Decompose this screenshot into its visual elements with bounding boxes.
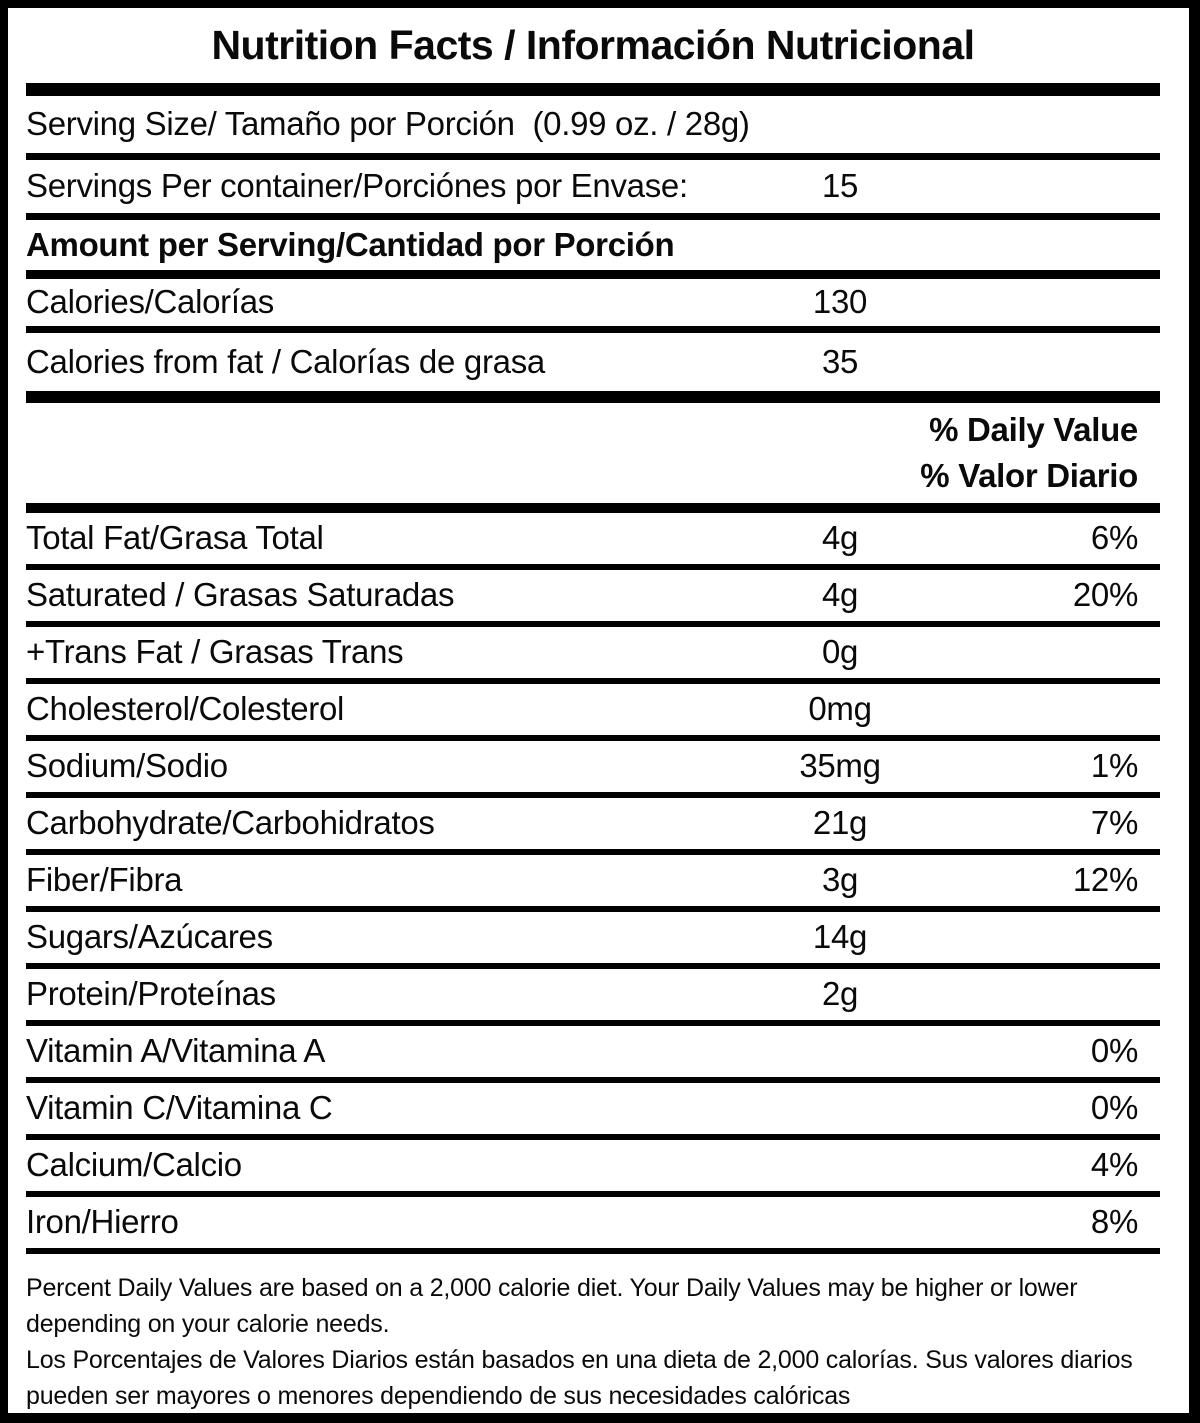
nutrient-label: Vitamin A/Vitamina A — [26, 1032, 326, 1070]
nutrient-daily-value: 7% — [1090, 804, 1138, 842]
nutrient-row-sugars: Sugars/Azúcares 14g — [26, 912, 1160, 969]
nutrient-row-vitamin-a: Vitamin A/Vitamina A 0% — [26, 1026, 1160, 1083]
nutrient-amount: 4g — [821, 576, 859, 614]
nutrient-label: Sugars/Azúcares — [26, 918, 273, 956]
nutrient-daily-value: 4% — [1090, 1146, 1138, 1184]
servings-per-container-label: Servings Per container/Porciónes por Env… — [26, 167, 688, 205]
nutrient-amount: 14g — [812, 918, 868, 956]
nutrient-label: Protein/Proteínas — [26, 975, 276, 1013]
nutrient-row-saturated-fat: Saturated / Grasas Saturadas 4g 20% — [26, 570, 1160, 627]
footnote-spanish: Los Porcentajes de Valores Diarios están… — [26, 1346, 1133, 1410]
nutrient-daily-value: 6% — [1090, 519, 1138, 557]
amount-per-serving-label: Amount per Serving/Cantidad por Porción — [26, 225, 675, 263]
nutrient-row-protein: Protein/Proteínas 2g — [26, 969, 1160, 1026]
nutrient-amount: 0g — [821, 633, 859, 671]
nutrient-row-calcium: Calcium/Calcio 4% — [26, 1140, 1160, 1197]
nutrient-amount: 4g — [821, 519, 859, 557]
nutrient-label: Saturated / Grasas Saturadas — [26, 576, 455, 614]
nutrient-row-vitamin-c: Vitamin C/Vitamina C 0% — [26, 1083, 1160, 1140]
nutrient-label: +Trans Fat / Grasas Trans — [26, 633, 404, 671]
nutrient-daily-value: 1% — [1090, 747, 1138, 785]
calories-value: 130 — [812, 283, 868, 321]
serving-size-text: Serving Size/ Tamaño por Porción (0.99 o… — [26, 105, 750, 143]
nutrient-label: Total Fat/Grasa Total — [26, 519, 324, 557]
daily-value-header-english: % Daily Value — [929, 411, 1138, 448]
servings-per-container-row: Servings Per container/Porciónes por Env… — [26, 160, 1160, 220]
nutrient-row-carbohydrate: Carbohydrate/Carbohidratos 21g 7% — [26, 798, 1160, 855]
nutrient-daily-value: 12% — [1072, 861, 1138, 899]
nutrient-daily-value: 8% — [1090, 1203, 1138, 1241]
daily-value-header-spanish: % Valor Diario — [920, 457, 1138, 494]
calories-from-fat-row: Calories from fat / Calorías de grasa 35 — [26, 333, 1160, 403]
nutrient-label: Iron/Hierro — [26, 1203, 179, 1241]
calories-from-fat-value: 35 — [821, 342, 859, 380]
nutrient-amount: 35mg — [799, 747, 881, 785]
nutrient-amount: 21g — [812, 804, 868, 842]
servings-per-container-value: 15 — [821, 167, 859, 205]
nutrient-amount: 3g — [821, 861, 859, 899]
nutrient-row-sodium: Sodium/Sodio 35mg 1% — [26, 741, 1160, 798]
serving-size-row: Serving Size/ Tamaño por Porción (0.99 o… — [26, 96, 1160, 160]
nutrient-daily-value: 0% — [1090, 1089, 1138, 1127]
title-divider-bar — [26, 83, 1160, 96]
nutrient-row-fiber: Fiber/Fibra 3g 12% — [26, 855, 1160, 912]
nutrient-label: Vitamin C/Vitamina C — [26, 1089, 333, 1127]
calories-row: Calories/Calorías 130 — [26, 279, 1160, 333]
calories-from-fat-label: Calories from fat / Calorías de grasa — [26, 342, 545, 380]
nutrient-row-trans-fat: +Trans Fat / Grasas Trans 0g — [26, 627, 1160, 684]
footnote-english: Percent Daily Values are based on a 2,00… — [26, 1274, 1078, 1338]
footnote: Percent Daily Values are based on a 2,00… — [26, 1254, 1160, 1413]
nutrient-row-cholesterol: Cholesterol/Colesterol 0mg — [26, 684, 1160, 741]
daily-value-header: % Daily Value % Valor Diario — [26, 403, 1160, 513]
nutrient-daily-value: 20% — [1072, 576, 1138, 614]
nutrient-row-iron: Iron/Hierro 8% — [26, 1197, 1160, 1254]
amount-per-serving-header-row: Amount per Serving/Cantidad por Porción — [26, 220, 1160, 279]
label-title: Nutrition Facts / Información Nutriciona… — [211, 22, 975, 68]
nutrient-label: Calcium/Calcio — [26, 1146, 242, 1184]
nutrient-daily-value: 0% — [1090, 1032, 1138, 1070]
nutrient-amount: 0mg — [808, 690, 872, 728]
nutrient-label: Sodium/Sodio — [26, 747, 228, 785]
nutrient-label: Carbohydrate/Carbohidratos — [26, 804, 435, 842]
nutrient-amount: 2g — [821, 975, 859, 1013]
nutrient-label: Cholesterol/Colesterol — [26, 690, 345, 728]
nutrient-label: Fiber/Fibra — [26, 861, 183, 899]
nutrient-row-total-fat: Total Fat/Grasa Total 4g 6% — [26, 513, 1160, 570]
calories-label: Calories/Calorías — [26, 283, 274, 321]
